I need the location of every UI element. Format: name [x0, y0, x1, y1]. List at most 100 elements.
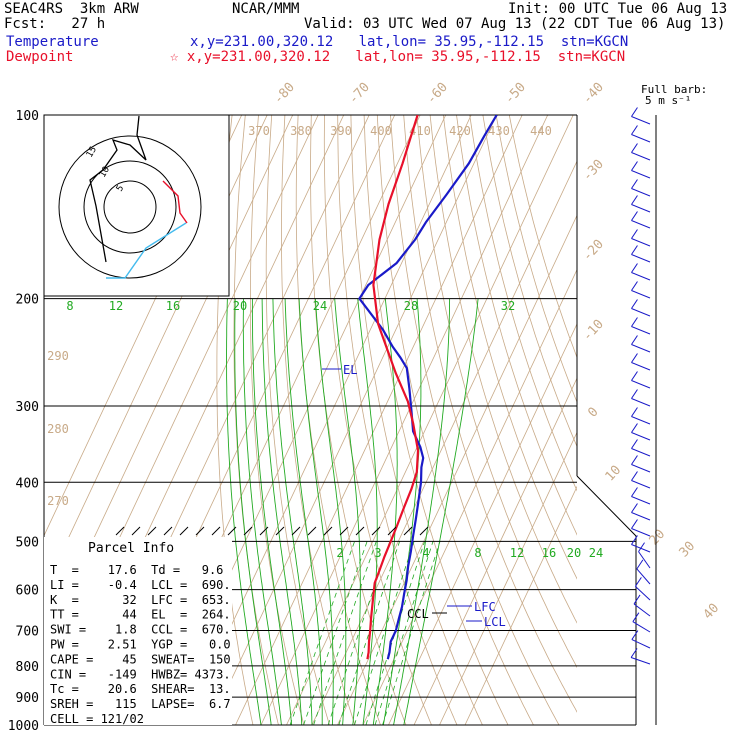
temperature-location: x,y=231.00,320.12 lat,lon= 35.95,-112.15… — [190, 34, 629, 50]
wind-barb-staff — [631, 254, 651, 263]
wind-barb — [632, 612, 651, 633]
wind-barb-staff — [631, 308, 651, 317]
wind-barb-feather — [631, 299, 638, 309]
parcel-row: CIN = -149 HWBZ= 4373. — [50, 667, 231, 681]
hatch-mark — [355, 526, 365, 536]
wind-barb-feather — [631, 630, 639, 640]
parcel-row: T = 17.6 Td = 9.6 — [50, 563, 223, 577]
wind-barb — [631, 371, 651, 389]
parcel-title: Parcel Info — [88, 541, 174, 556]
wind-barb-feather — [631, 229, 638, 239]
wind-barb-staff — [630, 657, 651, 665]
model-name: SEAC4RS 3km ARW — [4, 1, 139, 17]
el-label: EL — [343, 363, 357, 377]
dewpoint-location: ☆ x,y=231.00,320.12 lat,lon= 35.95,-112.… — [170, 49, 626, 65]
isotherm-label: -10 — [580, 317, 607, 344]
parcel-row: PW = 2.51 YGP = 0.0 — [50, 638, 231, 652]
init-time: Init: 00 UTC Tue 06 Aug 13 — [508, 1, 728, 17]
theta-label: 380 — [290, 124, 312, 138]
wind-barb — [631, 161, 651, 179]
wind-barb — [631, 487, 651, 505]
wind-barb-staff — [631, 398, 651, 407]
mixing-ratio-label: 20 — [567, 546, 581, 560]
dewpoint-profile — [366, 115, 420, 660]
plot-right-notch — [576, 475, 637, 725]
isotherm-line — [235, 115, 523, 725]
wind-barb-feather — [631, 263, 638, 273]
wind-barb-feather — [631, 353, 638, 363]
wind-barb — [634, 577, 651, 601]
wind-barb-staff — [631, 496, 651, 505]
hatch-mark — [291, 526, 301, 536]
wind-barb-feather — [631, 389, 638, 399]
dry-adiabat-line — [456, 115, 577, 536]
wind-barb-staff — [631, 416, 651, 425]
pressure-tick-label: 1000 — [8, 719, 39, 734]
dewpoint-legend-label: Dewpoint — [6, 49, 74, 65]
barb-legend-units: 5 m s⁻¹ — [645, 94, 692, 107]
wind-barb-feather — [638, 542, 645, 552]
wind-barb — [631, 211, 651, 229]
wind-barb-staff — [635, 585, 651, 601]
lfc-label: LFC — [474, 600, 496, 614]
pressure-tick-label: 200 — [16, 293, 39, 308]
wind-barb-staff — [631, 170, 651, 179]
mixing-ratio-label: 16 — [166, 299, 180, 313]
dry-adiabat-line — [495, 115, 577, 404]
wind-barb-staff — [631, 362, 651, 371]
isotherm-label: -40 — [580, 80, 607, 107]
hatch-mark — [147, 526, 157, 536]
wind-barb-feather — [631, 281, 638, 291]
wind-barb-staff — [633, 603, 651, 617]
isotherm-line — [413, 377, 577, 725]
hatch-mark — [275, 526, 285, 536]
hodograph-ring — [83, 160, 177, 254]
wind-barb-column — [630, 107, 657, 725]
hatch-mark — [115, 526, 125, 536]
wind-barb-feather — [631, 487, 638, 497]
wind-barb-staff — [636, 568, 651, 585]
wind-barb — [638, 542, 651, 569]
wind-barb-staff — [631, 204, 651, 213]
theta-label: 370 — [248, 124, 270, 138]
wind-barb-feather — [632, 612, 640, 622]
isotherm-label: -30 — [580, 157, 607, 184]
wind-barb — [636, 559, 651, 585]
dry-adiabat-line — [376, 115, 534, 725]
isotherm-label: 0 — [585, 405, 601, 421]
dry-adiabat-line — [363, 115, 509, 725]
wind-barb-staff — [631, 480, 651, 489]
wind-barb-feather — [631, 195, 638, 205]
hodograph-ring — [58, 135, 202, 279]
dry-adiabat-line — [390, 115, 560, 725]
dry-adiabat-line — [249, 115, 305, 725]
dry-adiabat-line — [469, 115, 577, 492]
mixing-ratio-label: 32 — [501, 299, 515, 313]
isotherm-label: -20 — [580, 237, 607, 264]
isotherm-line — [439, 431, 577, 725]
wind-barb-staff — [631, 116, 651, 125]
hatch-mark — [371, 526, 381, 536]
wind-barb-feather — [631, 107, 638, 117]
dry-adiabat-line — [416, 115, 577, 669]
wind-barb — [631, 455, 651, 473]
hatch-mark — [419, 526, 429, 536]
wind-barb — [631, 195, 651, 213]
hatch-mark — [131, 526, 141, 536]
theta-label: 270 — [47, 494, 69, 508]
hodograph-trace-low — [106, 222, 187, 279]
wind-barb — [631, 281, 651, 299]
isotherm-line — [464, 485, 577, 725]
mixing-ratio-label: 2 — [336, 546, 343, 560]
hatch-mark — [243, 526, 253, 536]
hatch-mark — [259, 526, 269, 536]
isotherm-label: -80 — [271, 80, 298, 107]
parcel-row: SWI = 1.8 CCL = 670. — [50, 623, 231, 637]
wind-barb-feather — [631, 407, 638, 417]
pressure-tick-label: 900 — [16, 691, 39, 706]
wind-barb-feather — [631, 423, 638, 433]
valid-time: Valid: 03 UTC Wed 07 Aug 13 (22 CDT Tue … — [304, 16, 726, 32]
wind-barb-feather — [631, 455, 638, 465]
wind-barb-feather — [633, 594, 641, 605]
